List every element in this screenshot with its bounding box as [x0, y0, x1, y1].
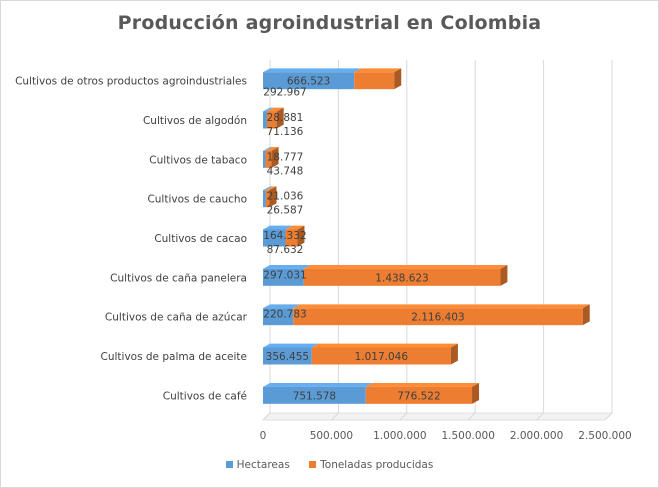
- bar-hectareas: [263, 150, 266, 168]
- bar-hectareas: [263, 347, 312, 365]
- bar-top-face: [263, 264, 311, 269]
- gridline-depth: [604, 412, 613, 421]
- x-tick-label: 500.000: [310, 430, 353, 442]
- data-label-toneladas: 87.632: [267, 244, 304, 256]
- bar-hectareas: [263, 111, 267, 129]
- bar-top-face: [263, 68, 362, 73]
- x-tick-label: 0: [260, 430, 267, 442]
- legend-label-toneladas: Toneladas producidas: [320, 459, 434, 471]
- data-label-toneladas: 1.017.046: [355, 351, 409, 363]
- bar-top-face: [293, 304, 590, 309]
- bar-side-face: [269, 186, 277, 208]
- bar-top-face: [303, 264, 508, 269]
- data-label-hectareas: 28.881: [267, 112, 304, 124]
- category-label: Cultivos de cacao: [154, 233, 247, 245]
- x-tick-label: 1.000.000: [373, 430, 426, 442]
- bar-hectareas: [263, 229, 286, 247]
- bar-top-face: [263, 225, 293, 230]
- legend: Hectareas Toneladas producidas: [0, 459, 659, 471]
- category-label: Cultivos de caña de azúcar: [105, 312, 248, 324]
- bar-hectareas: [263, 268, 304, 286]
- category-label: Cultivos de algodón: [143, 115, 247, 127]
- gridline-depth: [467, 412, 476, 421]
- bar-side-face: [271, 146, 279, 168]
- bar-hectareas: [263, 190, 266, 208]
- data-label-hectareas: 164.332: [263, 230, 306, 242]
- data-label-toneladas: 1.438.623: [375, 272, 428, 284]
- bar-top-face: [354, 68, 402, 73]
- bar-side-face: [394, 68, 402, 90]
- category-label: Cultivos de caucho: [147, 194, 247, 206]
- gridline-depth: [536, 412, 544, 421]
- data-label-hectareas: 18.777: [267, 151, 304, 163]
- legend-swatch-toneladas: [309, 461, 317, 468]
- legend-item-toneladas: Toneladas producidas: [309, 459, 433, 471]
- data-label-hectareas: 21.036: [267, 191, 304, 203]
- legend-item-hectareas: Hectareas: [225, 459, 290, 471]
- bar-toneladas: [285, 229, 298, 247]
- floor-plane: [262, 412, 613, 421]
- bar-side-face: [582, 304, 590, 326]
- data-label-hectareas: 297.031: [263, 269, 306, 281]
- bar-toneladas: [303, 268, 501, 286]
- category-label: Cultivos de otros productos agroindustri…: [15, 76, 247, 88]
- data-label-toneladas: 292.967: [263, 87, 306, 99]
- chart-title: Producción agroindustrial en Colombia: [117, 12, 542, 34]
- bar-top-face: [263, 186, 273, 191]
- data-label-hectareas: 220.783: [263, 309, 306, 321]
- bar-top-face: [266, 107, 284, 112]
- data-label-hectareas: 751.578: [293, 390, 336, 402]
- bar-side-face: [297, 225, 305, 247]
- bar-top-face: [265, 146, 279, 151]
- bar-toneladas: [265, 190, 270, 208]
- bar-top-face: [285, 225, 305, 230]
- bar-side-face: [276, 107, 284, 129]
- bar-top-face: [263, 146, 273, 151]
- bar-side-face: [472, 382, 480, 404]
- bar-toneladas: [265, 150, 272, 168]
- x-tick-label: 2.500.000: [578, 430, 631, 442]
- data-label-toneladas: 776.522: [397, 390, 440, 402]
- bar-hectareas: [263, 72, 355, 90]
- bar-top-face: [263, 304, 301, 309]
- bar-side-face: [500, 264, 508, 286]
- data-label-toneladas: 71.136: [267, 126, 304, 138]
- gridline-depth: [262, 412, 271, 421]
- legend-label-hectareas: Hectareas: [236, 459, 290, 471]
- bar-toneladas: [266, 111, 277, 129]
- bar-toneladas: [365, 386, 473, 404]
- data-label-hectareas: 356.455: [266, 351, 309, 363]
- data-label-toneladas: 2.116.403: [411, 312, 464, 324]
- bar-top-face: [265, 186, 277, 191]
- category-label: Cultivos de tabaco: [149, 154, 247, 166]
- bar-toneladas: [311, 347, 451, 365]
- bar-toneladas: [293, 308, 583, 326]
- legend-swatch-hectareas: [225, 461, 233, 468]
- x-tick-label: 1.500.000: [441, 430, 494, 442]
- category-label: Cultivos de caña panelera: [110, 272, 247, 284]
- x-tick-label: 2.000.000: [510, 430, 563, 442]
- bar-hectareas: [263, 386, 366, 404]
- gridline-depth: [331, 412, 339, 421]
- bar-top-face: [263, 382, 373, 387]
- bar-top-face: [311, 343, 458, 348]
- category-label: Cultivos de café: [163, 390, 247, 402]
- bar-top-face: [263, 343, 319, 348]
- category-label: Cultivos de palma de aceite: [101, 351, 248, 363]
- bar-hectareas: [263, 308, 294, 326]
- gridline-depth: [399, 412, 408, 421]
- data-label-hectareas: 666.523: [287, 76, 330, 88]
- data-label-toneladas: 43.748: [267, 165, 304, 177]
- bar-top-face: [263, 107, 274, 112]
- bar-top-face: [365, 382, 480, 387]
- bar-toneladas: [354, 72, 395, 90]
- bar-side-face: [450, 343, 458, 365]
- data-label-toneladas: 26.587: [267, 205, 304, 217]
